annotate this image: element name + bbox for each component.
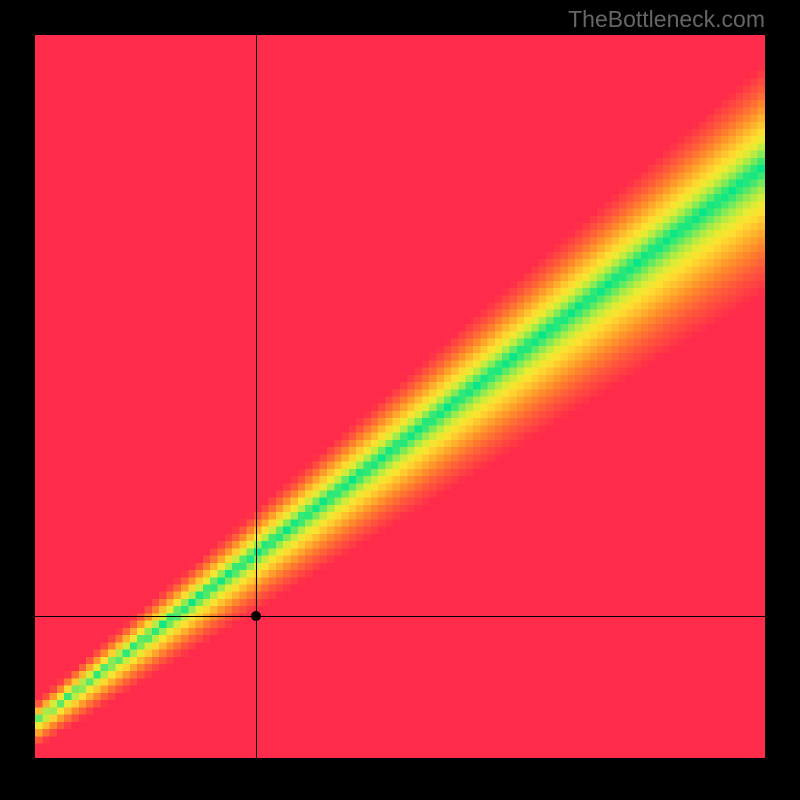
crosshair-vertical [256,35,257,758]
attribution-watermark: TheBottleneck.com [568,6,765,33]
heatmap-canvas [35,35,765,758]
heatmap-plot-area [35,35,765,758]
crosshair-marker [251,611,261,621]
crosshair-horizontal [35,616,765,617]
